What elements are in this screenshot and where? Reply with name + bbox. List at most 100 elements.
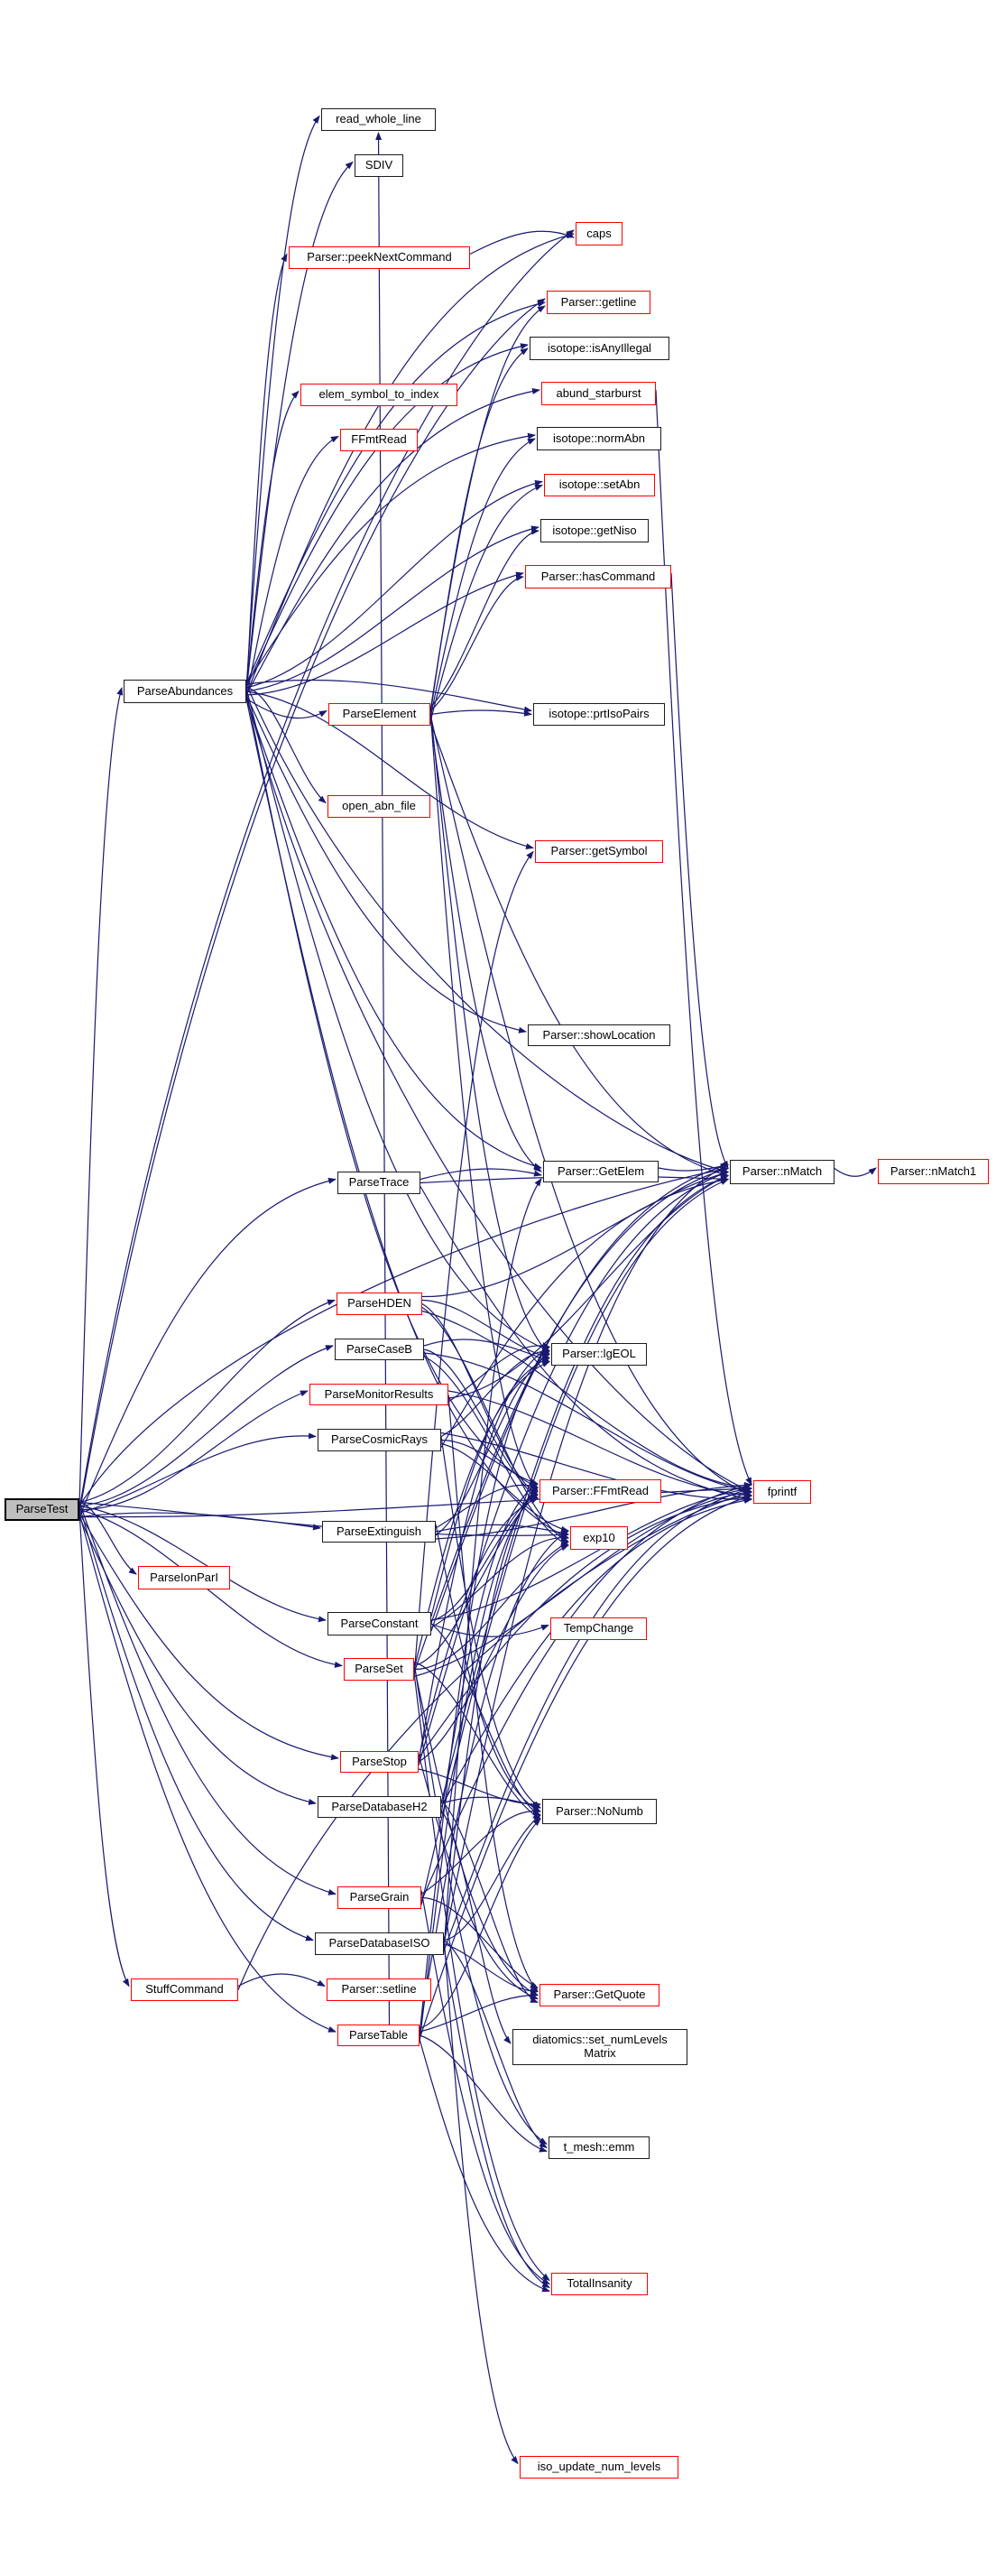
edge-pelem-prtiso	[429, 709, 532, 717]
graph-node-nmatch1[interactable]: Parser::nMatch1	[878, 1159, 989, 1184]
graph-node-isoupd[interactable]: iso_update_num_levels	[520, 2456, 678, 2479]
edge-pdbiso-pffmt	[443, 1487, 539, 1948]
graph-node-lgeol[interactable]: Parser::lgEOL	[551, 1343, 647, 1366]
graph-node-pset[interactable]: ParseSet	[344, 1658, 414, 1681]
graph-node-pcosmic[interactable]: ParseCosmicRays	[318, 1429, 441, 1451]
graph-node-sdiv[interactable]: SDIV	[355, 154, 403, 177]
edge-pabund-pelem	[245, 698, 327, 719]
edge-pset-nmatch	[413, 1167, 729, 1673]
edge-ptable-totins	[419, 2038, 550, 2293]
edge-pabund-fprintf	[245, 694, 752, 1493]
graph-node-isany[interactable]: isotope::isAnyIllegal	[530, 337, 669, 360]
edge-pset-getsym	[413, 850, 534, 1677]
edge-ptable-rwl	[375, 132, 391, 2025]
edge-pelem-getelem	[429, 718, 542, 1172]
edge-pdbiso-fprintf	[443, 1487, 752, 1951]
graph-node-peek[interactable]: Parser::peekNextCommand	[289, 246, 470, 269]
graph-node-pstop[interactable]: ParseStop	[340, 1751, 419, 1773]
graph-node-pdbiso[interactable]: ParseDatabaseISO	[315, 1932, 444, 1955]
edge-ptest-stuff	[78, 1509, 130, 1988]
graph-node-emm[interactable]: t_mesh::emm	[549, 2136, 650, 2159]
edge-pabund-getline	[245, 301, 546, 685]
edge-pdbh2-pffmt	[440, 1483, 539, 1815]
graph-node-setabn[interactable]: isotope::setAbn	[544, 474, 655, 496]
graph-node-hascmd[interactable]: Parser::hasCommand	[525, 565, 671, 588]
graph-node-nmatch[interactable]: Parser::nMatch	[730, 1160, 835, 1184]
graph-node-ptrace[interactable]: ParseTrace	[337, 1172, 420, 1194]
edge-pext-pffmt	[435, 1482, 539, 1529]
edge-pcaseb-lgeol	[423, 1339, 550, 1363]
graph-node-setline[interactable]: Parser::setline	[327, 1978, 431, 2001]
edge-pset-totins	[413, 1673, 550, 2282]
edge-ptest-ptable	[78, 1513, 337, 2033]
edge-pdbiso-nonumb	[443, 1814, 541, 1941]
graph-node-pgrain[interactable]: ParseGrain	[337, 1886, 421, 1909]
graph-node-nonumb[interactable]: Parser::NoNumb	[542, 1799, 657, 1824]
edge-ptest-pgrain	[78, 1502, 337, 1895]
edge-pstop-nmatch	[418, 1171, 729, 1766]
edge-ptest-pconst	[78, 1505, 327, 1623]
edge-pelem-normabn	[429, 438, 536, 718]
graph-node-phden[interactable]: ParseHDEN	[337, 1293, 422, 1315]
graph-node-pffmt[interactable]: Parser::FFmtRead	[540, 1479, 661, 1503]
graph-node-stuff[interactable]: StuffCommand	[131, 1978, 238, 2001]
graph-node-getelem[interactable]: Parser::GetElem	[543, 1161, 659, 1182]
graph-node-totins[interactable]: TotalInsanity	[551, 2273, 648, 2295]
graph-node-normabn[interactable]: isotope::normAbn	[537, 427, 661, 450]
edge-pabund-peek	[245, 253, 288, 700]
edge-pabund-elemsym	[245, 390, 300, 692]
edge-pdbiso-totins	[443, 1947, 550, 2289]
edge-pmon-lgeol	[447, 1342, 550, 1403]
edge-pset-exp10	[413, 1541, 569, 1671]
edge-pabund-setabn	[245, 479, 543, 689]
edge-pdbh2-diat	[440, 1810, 512, 2044]
graph-node-openabn[interactable]: open_abn_file	[327, 795, 430, 818]
edge-getelem-nmatch	[658, 1163, 729, 1172]
edge-pcaseb-fprintf	[423, 1352, 752, 1494]
graph-node-pabund[interactable]: ParseAbundances	[124, 680, 246, 703]
graph-node-pdbh2[interactable]: ParseDatabaseH2	[318, 1796, 441, 1818]
graph-node-getniso[interactable]: isotope::getNiso	[540, 519, 649, 542]
graph-node-getquote[interactable]: Parser::GetQuote	[540, 1984, 659, 2006]
graph-node-ptable[interactable]: ParseTable	[337, 2025, 420, 2046]
edge-pext-nonumb	[435, 1524, 541, 1812]
edge-pconst-nonumb	[430, 1623, 541, 1816]
graph-node-fprintf[interactable]: fprintf	[753, 1480, 811, 1504]
graph-node-pmon[interactable]: ParseMonitorResults	[309, 1384, 448, 1405]
edge-ptest-pcosmic	[78, 1432, 317, 1515]
graph-node-pconst[interactable]: ParseConstant	[327, 1612, 431, 1635]
graph-node-pion[interactable]: ParseIonParI	[138, 1566, 230, 1589]
graph-node-tempch[interactable]: TempChange	[550, 1617, 647, 1640]
graph-node-elemsym[interactable]: elem_symbol_to_index	[300, 384, 457, 406]
graph-node-getsym[interactable]: Parser::getSymbol	[535, 840, 663, 863]
graph-node-starburst[interactable]: abund_starburst	[541, 382, 656, 405]
graph-node-pext[interactable]: ParseExtinguish	[322, 1521, 436, 1543]
graph-node-diat[interactable]: diatomics::set_numLevels Matrix	[512, 2029, 687, 2065]
edge-pabund-normabn	[245, 432, 536, 685]
graph-node-ffmt[interactable]: FFmtRead	[340, 429, 418, 451]
edge-pconst-lgeol	[430, 1357, 550, 1617]
edge-peek-caps	[469, 230, 575, 255]
graph-node-pelem[interactable]: ParseElement	[328, 703, 430, 726]
graph-node-getline[interactable]: Parser::getline	[547, 291, 650, 314]
edge-pset-fprintf	[413, 1489, 752, 1678]
edge-pelem-hascmd	[429, 574, 524, 711]
graph-node-caps[interactable]: caps	[576, 222, 622, 246]
edge-pset-nonumb	[413, 1661, 541, 1820]
edge-ptest-pmon	[78, 1390, 309, 1511]
graph-node-rwl[interactable]: read_whole_line	[321, 108, 436, 131]
edge-ptrace-getelem	[420, 1168, 542, 1181]
graph-node-exp10[interactable]: exp10	[570, 1526, 628, 1550]
edge-pconst-fprintf	[430, 1486, 752, 1621]
edge-pext-lgeol	[435, 1353, 550, 1536]
graph-node-prtiso[interactable]: isotope::prtIsoPairs	[533, 703, 665, 726]
edge-pstop-exp10	[418, 1544, 569, 1763]
edge-pelem-getline	[429, 305, 546, 711]
edge-ptable-fprintf	[419, 1494, 752, 2040]
edge-ptest-pcaseb	[78, 1345, 334, 1507]
edge-ptable-getquote	[419, 1991, 539, 2033]
edge-pdbiso-isoupd	[443, 1936, 519, 2465]
graph-node-showloc[interactable]: Parser::showLocation	[528, 1024, 670, 1046]
graph-node-pcaseb[interactable]: ParseCaseB	[335, 1339, 424, 1360]
